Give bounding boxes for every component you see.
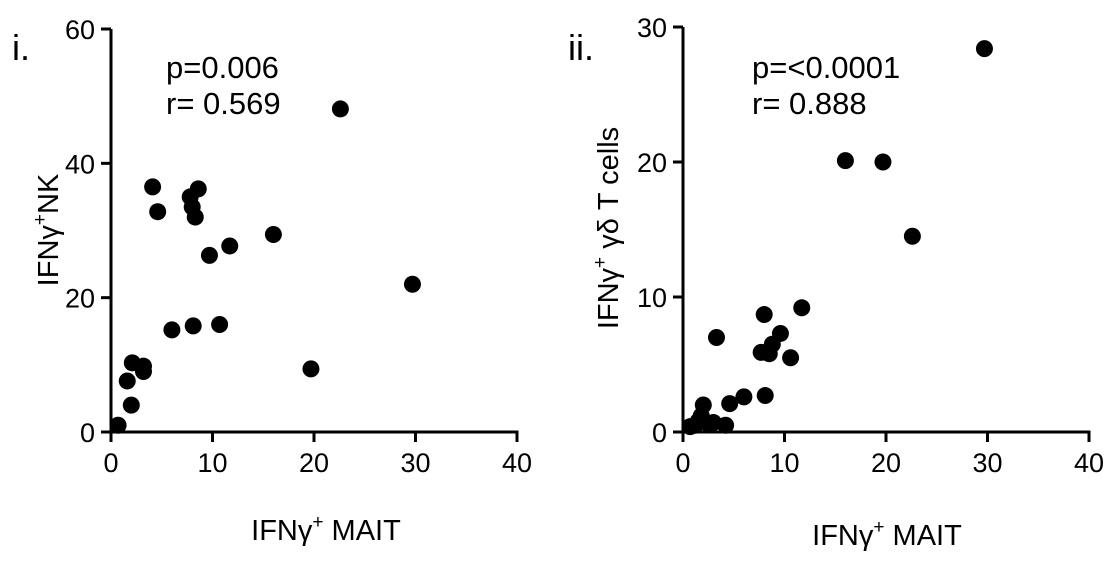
- y-tick-label: 30: [637, 13, 667, 43]
- y-tick-label: 20: [637, 148, 667, 178]
- panel-label: ii.: [568, 27, 594, 68]
- x-axis-title-rest: MAIT: [884, 520, 962, 552]
- panel-ii: ii. p=<0.0001 r= 0.888 IFNγ+ MAIT IFNγ+ …: [568, 13, 1104, 552]
- data-point: [186, 208, 204, 226]
- data-point: [903, 227, 921, 245]
- data-point: [118, 372, 136, 390]
- x-axis-title-sup: +: [312, 512, 323, 533]
- x-tick-label: 0: [103, 448, 118, 478]
- y-axis-title-rest: γδ T cells: [593, 127, 625, 257]
- x-axis-title: IFNγ+ MAIT: [251, 512, 401, 547]
- y-axis-title-sup: +: [590, 257, 611, 268]
- data-point: [264, 226, 282, 244]
- x-axis-title-main: IFNγ: [251, 515, 313, 547]
- data-point: [331, 100, 349, 118]
- data-point: [755, 306, 773, 324]
- data-point: [874, 153, 892, 171]
- data-point: [694, 396, 712, 414]
- data-point: [189, 180, 207, 198]
- data-point: [302, 360, 320, 378]
- data-point: [200, 246, 218, 264]
- data-point: [149, 203, 167, 221]
- data-point: [771, 324, 789, 342]
- data-point: [122, 396, 140, 414]
- data-point: [721, 395, 739, 413]
- data-point: [707, 329, 725, 346]
- data-point: [211, 316, 229, 334]
- x-tick-label: 40: [502, 448, 532, 478]
- panel-i: i. p=0.006 r= 0.569 IFNγ+ MAIT IFNγ+NK 0…: [12, 15, 532, 547]
- p-value-text: p=<0.0001: [752, 50, 900, 85]
- data-point: [975, 40, 993, 58]
- y-tick-label: 60: [65, 15, 95, 45]
- x-tick-label: 30: [400, 448, 430, 478]
- x-axis-title: IFNγ+ MAIT: [812, 517, 962, 552]
- y-tick-label: 10: [637, 283, 667, 313]
- data-point: [717, 416, 735, 434]
- r-value-text: r= 0.569: [166, 86, 281, 121]
- p-value-text: p=0.006: [166, 50, 279, 85]
- y-axis-title-sup: +: [30, 214, 51, 225]
- data-point: [756, 387, 774, 405]
- y-tick-label: 0: [652, 418, 667, 448]
- x-tick-label: 20: [871, 448, 901, 478]
- data-point: [836, 152, 854, 170]
- y-axis-title-main: IFNγ: [33, 225, 65, 287]
- data-point: [221, 237, 239, 255]
- y-axis-title-rest: NK: [33, 173, 65, 214]
- data-point: [403, 275, 421, 293]
- data-point: [134, 363, 152, 381]
- data-point: [163, 321, 181, 339]
- y-axis-title: IFNγ+ γδ T cells: [590, 127, 625, 329]
- data-point: [109, 416, 127, 434]
- data-point: [184, 317, 202, 335]
- x-tick-label: 20: [299, 448, 329, 478]
- panel-label: i.: [12, 27, 30, 68]
- data-point: [793, 299, 811, 317]
- x-tick-label: 10: [769, 448, 799, 478]
- x-tick-label: 10: [197, 448, 227, 478]
- x-tick-label: 30: [972, 448, 1002, 478]
- x-tick-label: 0: [675, 448, 690, 478]
- y-axis-title: IFNγ+NK: [30, 173, 65, 286]
- x-axis-title-rest: MAIT: [323, 515, 401, 547]
- r-value-text: r= 0.888: [752, 86, 867, 121]
- y-tick-label: 0: [80, 418, 95, 448]
- y-axis-title-main: IFNγ: [593, 267, 625, 329]
- data-point: [735, 388, 753, 406]
- data-point: [782, 349, 800, 367]
- x-axis-title-sup: +: [873, 517, 884, 538]
- x-axis-title-main: IFNγ: [812, 520, 874, 552]
- x-tick-label: 40: [1074, 448, 1104, 478]
- y-tick-label: 20: [65, 284, 95, 314]
- data-point: [144, 178, 162, 196]
- y-tick-label: 40: [65, 149, 95, 179]
